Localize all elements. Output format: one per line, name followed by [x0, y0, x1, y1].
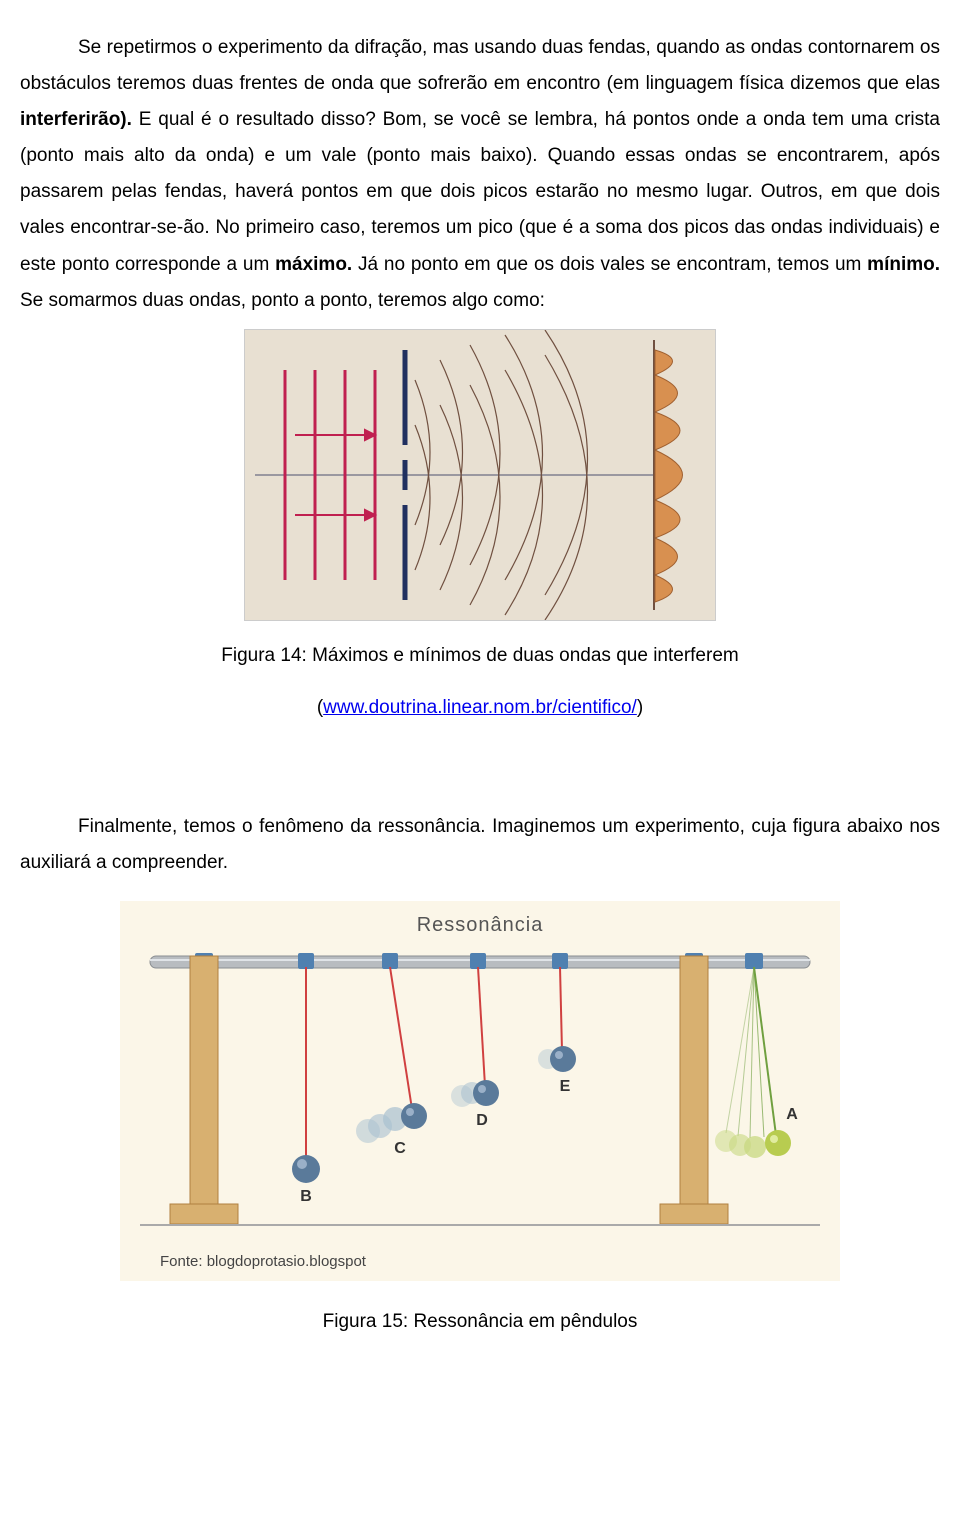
diagram-title: Ressonância	[417, 914, 544, 936]
paragraph-resonance: Finalmente, temos o fenômeno da ressonân…	[20, 809, 940, 881]
figure-14: Figura 14: Máximos e mínimos de duas ond…	[20, 329, 940, 719]
interference-diagram	[244, 329, 716, 621]
label-B: B	[300, 1188, 312, 1205]
paragraph-main: Se repetirmos o experimento da difração,…	[20, 30, 940, 319]
resonance-diagram: Ressonância B	[120, 901, 840, 1281]
text-segment: Se somarmos duas ondas, ponto a ponto, t…	[20, 290, 545, 311]
figure-15: Ressonância B	[20, 901, 940, 1333]
label-D: D	[476, 1112, 488, 1129]
bold-term: mínimo.	[867, 254, 940, 275]
label-E: E	[560, 1078, 571, 1095]
bold-term: máximo.	[275, 254, 352, 275]
label-C: C	[394, 1140, 406, 1157]
figure-14-source: (www.doutrina.linear.nom.br/cientifico/)	[20, 697, 940, 719]
text-segment: E qual é o resultado disso? Bom, se você…	[20, 109, 940, 274]
text-segment: Se repetirmos o experimento da difração,…	[20, 37, 940, 94]
figure-14-caption: Figura 14: Máximos e mínimos de duas ond…	[20, 645, 940, 667]
label-A: A	[786, 1106, 798, 1123]
text-segment: Já no ponto em que os dois vales se enco…	[352, 254, 867, 275]
paren-close: )	[637, 697, 643, 718]
diagram-source: Fonte: blogdoprotasio.blogspot	[160, 1253, 367, 1270]
bold-term: interferirão).	[20, 109, 132, 130]
source-link[interactable]: www.doutrina.linear.nom.br/cientifico/	[323, 697, 637, 718]
figure-15-caption: Figura 15: Ressonância em pêndulos	[20, 1311, 940, 1333]
